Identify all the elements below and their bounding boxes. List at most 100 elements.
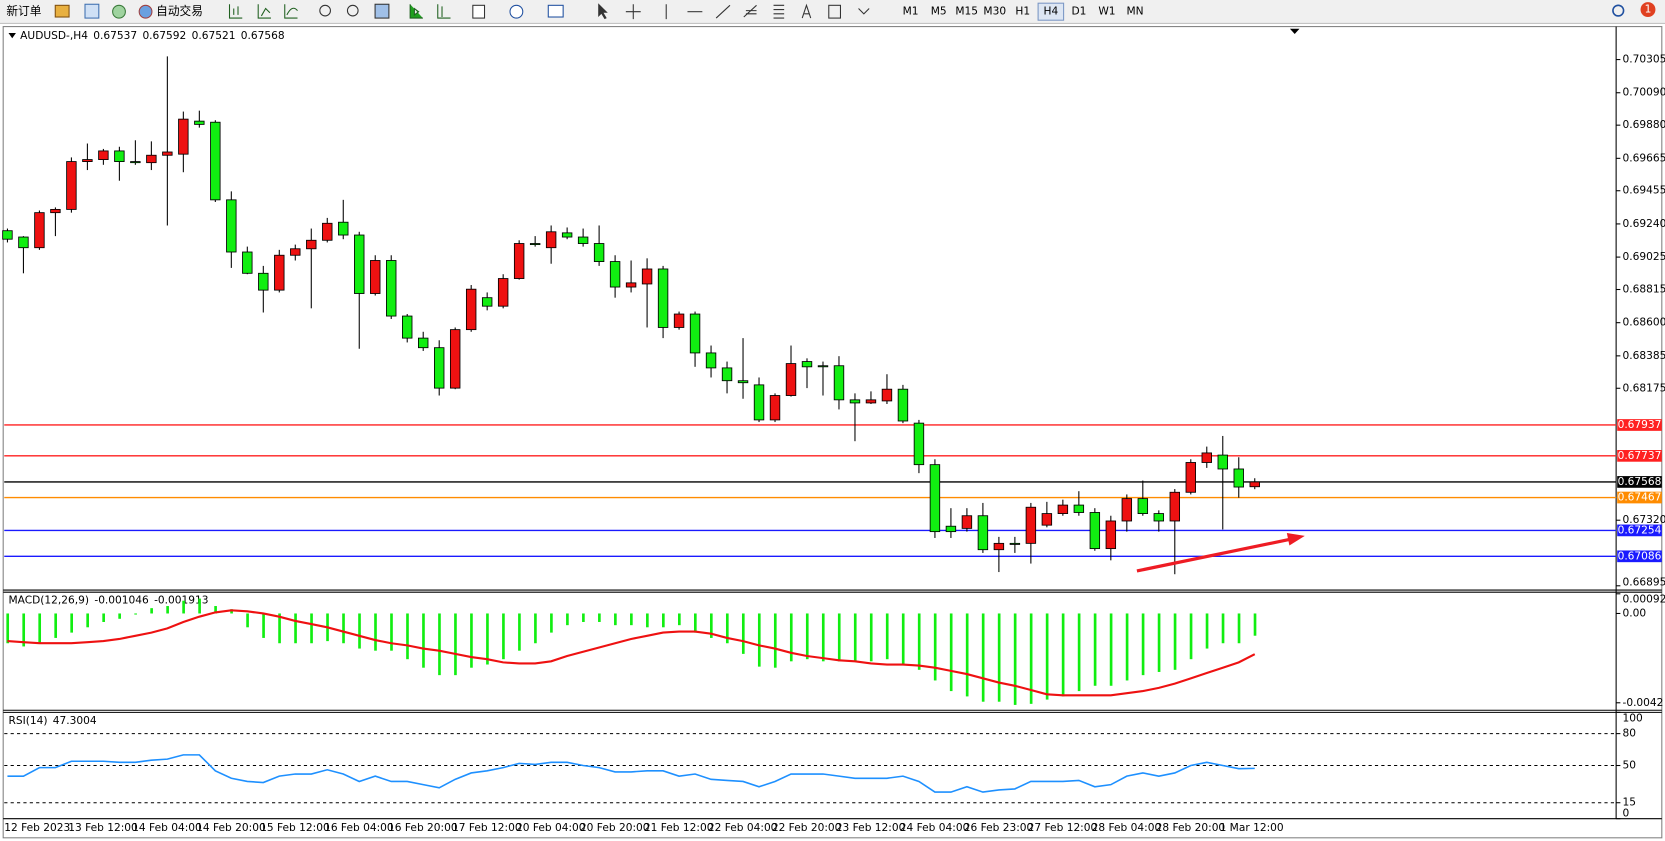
macd-bar — [678, 613, 681, 626]
macd-bar — [278, 613, 281, 644]
auto-trading-icon[interactable] — [138, 4, 153, 19]
icon[interactable] — [84, 3, 100, 19]
timeframe-button[interactable]: H4 — [1043, 5, 1058, 18]
x-tick-label: 14 Feb 04:00 — [132, 821, 202, 834]
cursor-tool[interactable] — [598, 3, 608, 20]
candle-body — [1217, 454, 1228, 470]
search[interactable] — [1612, 4, 1625, 17]
timeframe-button[interactable]: D1 — [1071, 5, 1086, 18]
price-tag — [1617, 476, 1662, 488]
y-tick-label: 0.69880 — [1622, 118, 1665, 131]
timeframe-button[interactable]: M15 — [955, 5, 978, 18]
macd-bar — [981, 613, 985, 702]
shapes-tool[interactable] — [858, 8, 870, 15]
price-tag — [1617, 419, 1662, 431]
macd-bar — [901, 613, 905, 665]
candle-body — [497, 278, 509, 307]
candle-body — [753, 384, 765, 421]
candle-body — [913, 422, 925, 466]
x-tick-label: 16 Feb 04:00 — [324, 821, 394, 834]
zoom-out[interactable] — [346, 4, 359, 17]
rsi-header: RSI(14) 47.3004 — [9, 714, 97, 727]
timeframe-button[interactable]: M5 — [931, 5, 947, 18]
crosshair-tool[interactable] — [625, 4, 641, 20]
new-order-button[interactable]: 新订单 — [6, 4, 41, 18]
trendline-tool[interactable] — [715, 4, 731, 19]
candle-body — [513, 243, 525, 279]
icon[interactable] — [409, 4, 423, 19]
candle-body — [290, 248, 301, 256]
candle-body — [593, 243, 605, 262]
notification-badge[interactable] — [1640, 2, 1656, 18]
symbol-marker — [8, 32, 16, 39]
icon[interactable] — [112, 4, 126, 19]
candle-body — [689, 313, 701, 354]
y-tick-label: 0.69455 — [1622, 184, 1665, 197]
candle-body — [849, 399, 861, 404]
candle-body — [210, 121, 221, 201]
timeframe-button[interactable]: W1 — [1098, 5, 1115, 18]
macd-bar — [1093, 613, 1097, 686]
label-tool[interactable] — [828, 4, 842, 19]
chart-shift-marker[interactable] — [1289, 28, 1300, 35]
candle-body — [433, 347, 445, 389]
macd-bar — [917, 613, 921, 670]
candle-body — [1041, 513, 1053, 526]
x-tick-label: 28 Feb 04:00 — [1092, 821, 1162, 834]
icon[interactable] — [374, 3, 390, 19]
macd-bar — [502, 613, 505, 660]
icon[interactable] — [509, 4, 524, 19]
zoom-in[interactable] — [319, 4, 331, 17]
y-tick-label: 0.69240 — [1622, 217, 1665, 230]
icon[interactable] — [257, 4, 271, 19]
macd-bar — [1253, 613, 1257, 636]
icon[interactable] — [472, 4, 486, 19]
icon[interactable] — [284, 4, 298, 19]
macd-bar — [342, 613, 345, 644]
timeframe-button[interactable]: M1 — [903, 5, 919, 18]
candle-body — [98, 150, 109, 160]
candle-body — [817, 365, 829, 368]
candle-body — [1025, 506, 1037, 544]
candle-body — [18, 236, 29, 249]
text-tool[interactable] — [801, 3, 812, 19]
macd-bar — [949, 613, 953, 692]
macd-bar — [214, 606, 217, 614]
icon[interactable] — [437, 4, 451, 19]
auto-trading-button[interactable]: 自动交易 — [156, 4, 203, 18]
icon[interactable] — [54, 4, 70, 18]
candle-body — [2, 230, 13, 240]
macd-bar — [422, 613, 425, 668]
fibo-tool[interactable] — [773, 4, 785, 19]
timeframe-group: M1 M5 M15 M30 H1 H4 D1 W1 MN — [903, 2, 1144, 21]
macd-bar — [534, 613, 537, 644]
x-tick-label: 20 Feb 20:00 — [580, 821, 650, 834]
candle-body — [465, 288, 477, 331]
macd-bar — [438, 613, 441, 676]
macd-bar — [837, 613, 841, 662]
channel-tool[interactable] — [743, 4, 757, 18]
icon[interactable] — [547, 4, 564, 18]
x-tick-label: 22 Feb 20:00 — [772, 821, 842, 834]
timeframe-button[interactable]: M30 — [983, 5, 1006, 18]
macd-bar — [773, 613, 777, 668]
macd-bar — [1173, 613, 1177, 670]
timeframe-button[interactable]: H1 — [1015, 5, 1030, 18]
x-tick-label: 1 Mar 12:00 — [1220, 821, 1284, 834]
annotation-arrow — [1136, 538, 1290, 573]
y-tick-label: 0.68385 — [1622, 349, 1665, 362]
candle-body — [1201, 452, 1212, 463]
ohlc-close: 0.67568 — [241, 29, 285, 42]
timeframe-button[interactable]: MN — [1126, 5, 1143, 18]
icon[interactable] — [228, 4, 243, 19]
macd-bar — [38, 613, 42, 644]
macd-bar — [1125, 613, 1129, 681]
macd-bar — [262, 613, 265, 638]
y-tick-label: 0 — [1622, 806, 1629, 819]
candle-body — [1249, 481, 1260, 488]
signal-line — [7, 609, 1256, 697]
macd-bar — [725, 613, 729, 644]
ohlc-low: 0.67521 — [192, 29, 236, 42]
macd-bar — [550, 613, 553, 633]
